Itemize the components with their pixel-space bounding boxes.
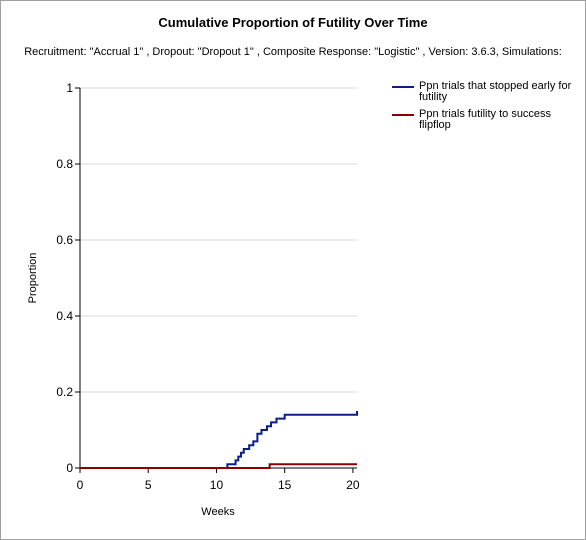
y-tick-label: 0.4 bbox=[56, 309, 73, 323]
chart-title: Cumulative Proportion of Futility Over T… bbox=[158, 15, 428, 30]
series-line-1 bbox=[80, 411, 358, 469]
x-tick-label: 20 bbox=[346, 478, 360, 492]
chart-subtitle: Recruitment: "Accrual 1" , Dropout: "Dro… bbox=[24, 46, 562, 58]
x-tick-label: 10 bbox=[210, 478, 224, 492]
x-tick-label: 15 bbox=[278, 478, 292, 492]
legend-item: Ppn trials futility to success flipflop bbox=[392, 109, 572, 131]
y-tick-label: 1 bbox=[66, 81, 73, 95]
legend-swatch bbox=[392, 86, 414, 88]
y-tick-label: 0.2 bbox=[56, 385, 73, 399]
x-tick-label: 0 bbox=[77, 478, 84, 492]
legend: Ppn trials that stopped early for futili… bbox=[392, 81, 572, 137]
y-tick-label: 0.6 bbox=[56, 233, 73, 247]
legend-label: Ppn trials that stopped early for futili… bbox=[419, 80, 572, 103]
legend-swatch bbox=[392, 114, 414, 116]
x-tick-label: 5 bbox=[145, 478, 152, 492]
y-tick-label: 0 bbox=[66, 461, 73, 475]
legend-item: Ppn trials that stopped early for futili… bbox=[392, 81, 572, 103]
y-axis-label: Proportion bbox=[27, 253, 39, 304]
series-line-2 bbox=[80, 463, 357, 469]
legend-label: Ppn trials futility to success flipflop bbox=[419, 108, 552, 131]
x-axis-label: Weeks bbox=[201, 506, 235, 518]
y-tick-label: 0.8 bbox=[56, 157, 73, 171]
